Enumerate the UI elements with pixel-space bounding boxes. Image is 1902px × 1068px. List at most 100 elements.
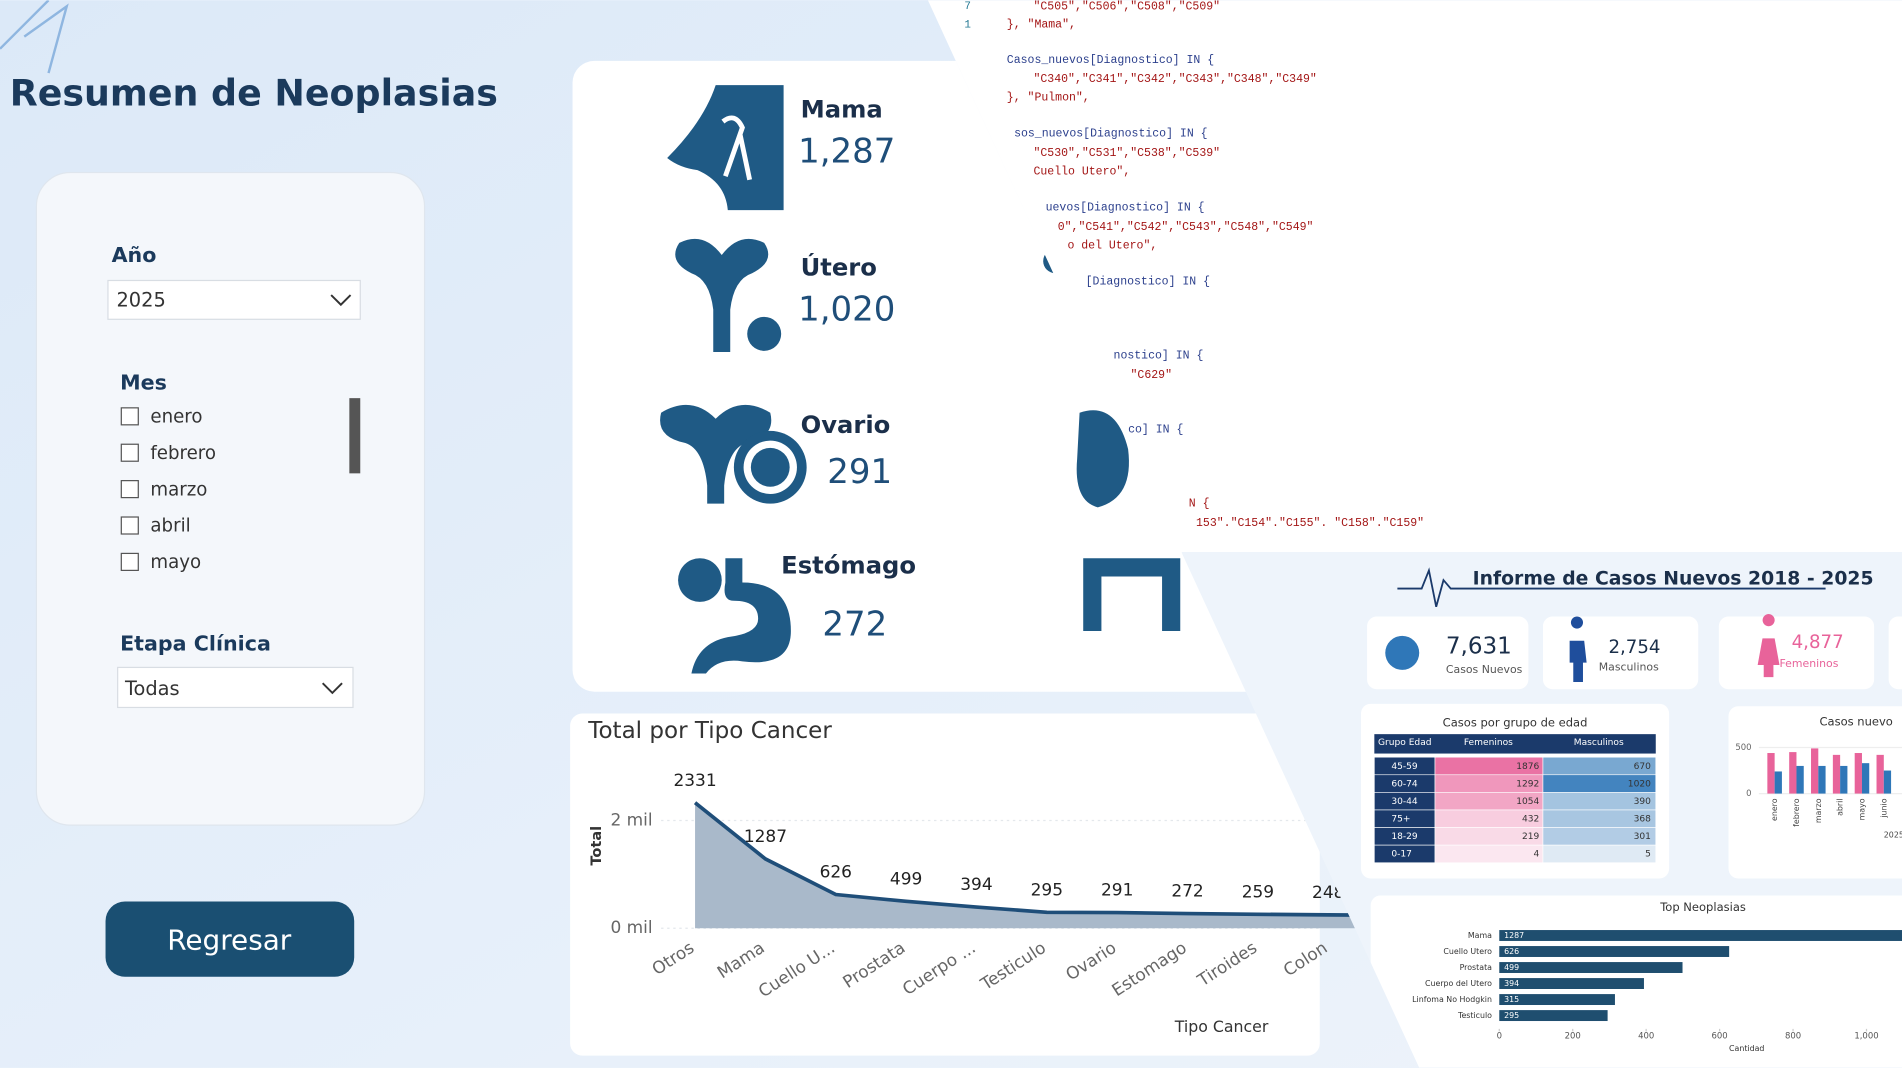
checkbox-label: abril xyxy=(150,516,190,537)
table-cell: 45-59 xyxy=(1391,762,1418,772)
table-cell: 60-74 xyxy=(1391,779,1418,789)
kpi-card xyxy=(1888,616,1902,690)
category-label: Prostata xyxy=(1460,963,1493,972)
data-label: 315 xyxy=(1504,995,1519,1004)
y-tick-label: 0 mil xyxy=(610,918,652,938)
table-cell: 5 xyxy=(1645,850,1651,860)
line-number: 1 xyxy=(964,19,971,31)
data-label: 394 xyxy=(960,875,992,895)
x-tick-label: 800 xyxy=(1785,1032,1801,1042)
kpi-label: Casos Nuevos xyxy=(1446,663,1523,676)
ribbon xyxy=(721,115,753,181)
dropdown-value: Todas xyxy=(124,677,180,700)
data-label: 291 xyxy=(1101,881,1133,901)
icons xyxy=(660,85,1181,674)
code-line: "C505","C506","C508","C509" xyxy=(1033,0,1220,13)
back-button[interactable] xyxy=(105,901,355,977)
table-header-cell: Femeninos xyxy=(1464,738,1513,748)
table-header-cell: Grupo Edad xyxy=(1378,738,1432,748)
year-dropdown[interactable] xyxy=(107,279,361,320)
data-label: 1287 xyxy=(744,827,787,847)
decoration xyxy=(0,0,69,74)
checkbox[interactable] xyxy=(120,552,139,571)
heat-cell xyxy=(1434,844,1544,864)
report-title: Informe de Casos Nuevos 2018 - 2025 xyxy=(1473,568,1874,589)
table-cell: 670 xyxy=(1634,762,1652,772)
cell-icon xyxy=(678,558,722,602)
x-tick-label: 1,000 xyxy=(1854,1032,1878,1042)
x-tick-label: 600 xyxy=(1712,1032,1728,1042)
button-label: Regresar xyxy=(167,924,292,957)
chevron xyxy=(330,294,352,307)
bar xyxy=(1883,770,1892,794)
table-header-cell: Masculinos xyxy=(1574,738,1624,748)
checkbox[interactable] xyxy=(120,516,139,535)
scrollbar[interactable] xyxy=(349,398,361,474)
chart-title: Casos nuevo xyxy=(1820,715,1893,729)
kpi-value: 2,754 xyxy=(1608,637,1660,658)
ovary-icon xyxy=(660,404,772,504)
x-tick-label: 400 xyxy=(1638,1032,1654,1042)
bar xyxy=(1796,765,1804,794)
chart-title: Total por Tipo Cancer xyxy=(587,718,832,744)
data-label: 295 xyxy=(1504,1011,1519,1020)
code-line: Cuello Utero", xyxy=(1033,165,1130,178)
kpi-card xyxy=(1367,616,1529,690)
female-icon xyxy=(1757,614,1780,678)
chevron xyxy=(321,682,343,695)
bar xyxy=(1499,930,1902,941)
checkbox-label: febrero xyxy=(150,443,216,464)
bar xyxy=(1499,946,1730,957)
table-cell: 75+ xyxy=(1391,815,1410,825)
code-line: }, "Pulmon", xyxy=(1007,91,1090,104)
heat-cell xyxy=(1542,844,1657,864)
data-label: 394 xyxy=(1504,979,1519,988)
code-line: "C340","C341","C342","C343","C348","C349… xyxy=(1033,73,1316,86)
table-title: Casos por grupo de edad xyxy=(1443,716,1588,730)
table-cell: 301 xyxy=(1634,832,1651,842)
x-tick-label: 200 xyxy=(1565,1032,1581,1042)
male-icon xyxy=(1569,616,1587,682)
table-cell: 1876 xyxy=(1516,762,1539,772)
code-line: N { xyxy=(1189,498,1210,511)
card-label: Útero xyxy=(801,251,877,281)
x-tick-label: marzo xyxy=(1814,798,1823,823)
dropdown-value: 2025 xyxy=(116,289,165,312)
checkbox[interactable] xyxy=(120,443,139,462)
x-tick-label: junio xyxy=(1879,798,1888,818)
x-tick-label: enero xyxy=(1770,798,1779,821)
filter-label: Año xyxy=(112,243,157,267)
organ-icon xyxy=(1076,410,1129,508)
filter-panel xyxy=(35,171,426,826)
table-cell: 30-44 xyxy=(1391,797,1418,807)
kpi-icons xyxy=(1385,614,1780,682)
checkbox-label: enero xyxy=(150,407,202,428)
kpi-label: Femeninos xyxy=(1779,657,1838,670)
filter-label: Etapa Clínica xyxy=(120,631,271,655)
bar xyxy=(1774,771,1782,794)
table-cell: 1054 xyxy=(1516,797,1539,807)
table-cell: 432 xyxy=(1522,815,1539,825)
stage-dropdown[interactable] xyxy=(117,666,354,709)
data-label: 626 xyxy=(1504,947,1519,956)
bar xyxy=(1832,754,1841,794)
kpi-label: Masculinos xyxy=(1599,660,1659,673)
line xyxy=(693,801,1399,918)
code-line: nostico] IN { xyxy=(1114,350,1204,363)
bar xyxy=(1818,765,1826,794)
card-label: Mama xyxy=(801,95,883,124)
category-label: Cuerpo del Utero xyxy=(1425,979,1492,988)
bar xyxy=(1861,763,1870,794)
data-label: 1287 xyxy=(1504,931,1524,940)
axis-title: Cantidad xyxy=(1729,1044,1764,1053)
colon-icon xyxy=(1083,558,1181,632)
checkbox[interactable] xyxy=(120,407,139,426)
checkbox[interactable] xyxy=(120,480,139,499)
filter-label: Mes xyxy=(120,371,167,395)
table-cell: 18-29 xyxy=(1391,832,1418,842)
kpi-value: 4,877 xyxy=(1792,632,1844,653)
x-tick-label: abril xyxy=(1836,798,1845,815)
y-tick-label: 500 xyxy=(1735,743,1751,753)
bar xyxy=(1789,752,1797,794)
page-title: Resumen de Neoplasias xyxy=(10,71,498,114)
